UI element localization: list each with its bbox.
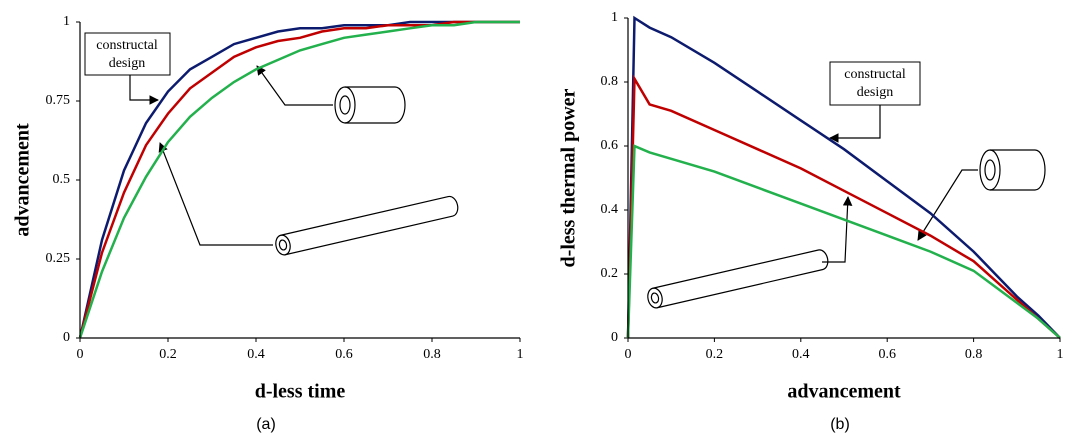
caption: (b) bbox=[830, 416, 850, 433]
x-tick-label: 0.6 bbox=[335, 347, 353, 362]
x-tick-label: 0 bbox=[625, 347, 632, 362]
y-tick-label: 0.2 bbox=[601, 266, 619, 281]
short-cylinder bbox=[979, 149, 1046, 191]
series-line bbox=[626, 74, 1061, 339]
annotation: constructal bbox=[96, 38, 158, 53]
annotation: design bbox=[857, 85, 894, 100]
y-tick-label: 0.4 bbox=[601, 202, 619, 217]
arrow bbox=[256, 65, 333, 106]
chart: 0 0.2 0.4 0.6 0.8 1 0 0.2 0.4 0.6 0.8 1 advancement d… bbox=[558, 10, 1064, 433]
chart: 0 0.2 0.4 0.6 0.8 1 0 0.25 0.5 0.75 1 d-less time ad… bbox=[12, 14, 524, 433]
y-tick-label: 0 bbox=[611, 330, 618, 345]
x-tick-label: 0 bbox=[77, 347, 84, 362]
x-tick-label: 0.2 bbox=[706, 347, 724, 362]
short-cylinder bbox=[334, 86, 406, 124]
y-tick-label: 1 bbox=[63, 14, 70, 29]
x-axis-label: d-less time bbox=[255, 381, 346, 403]
arrow bbox=[822, 196, 853, 263]
series-line bbox=[78, 20, 520, 339]
annotation-box bbox=[84, 32, 171, 76]
x-tick-label: 1 bbox=[1057, 347, 1064, 362]
arrow bbox=[158, 142, 273, 246]
x-tick-label: 0.4 bbox=[247, 347, 265, 362]
y-tick-label: 1 bbox=[611, 10, 618, 25]
series-line bbox=[78, 20, 520, 339]
series-line bbox=[626, 144, 1061, 339]
x-tick-label: 0.8 bbox=[423, 347, 441, 362]
y-tick-label: 0.8 bbox=[601, 74, 619, 89]
series-line bbox=[626, 15, 1061, 339]
y-tick-label: 0.5 bbox=[53, 172, 71, 187]
arrow bbox=[829, 105, 881, 143]
caption: (a) bbox=[256, 416, 276, 433]
x-tick-label: 0.2 bbox=[159, 347, 177, 362]
y-axis-label: d-less thermal power bbox=[558, 88, 580, 267]
long-cylinder bbox=[275, 195, 459, 256]
decorations-a bbox=[84, 32, 459, 256]
y-tick-label: 0.25 bbox=[46, 251, 71, 266]
y-tick-label: 0 bbox=[63, 330, 70, 345]
x-tick-label: 0.8 bbox=[965, 347, 983, 362]
y-tick-label: 0.75 bbox=[46, 93, 71, 108]
arrow bbox=[129, 75, 159, 105]
annotation: constructal bbox=[844, 67, 906, 82]
x-tick-label: 1 bbox=[517, 347, 524, 362]
annotation: design bbox=[109, 56, 146, 71]
y-tick-label: 0.6 bbox=[601, 138, 619, 153]
x-tick-label: 0.6 bbox=[878, 347, 896, 362]
y-axis-label: advancement bbox=[12, 123, 34, 237]
x-tick-label: 0.4 bbox=[792, 347, 810, 362]
long-cylinder bbox=[647, 249, 829, 309]
annotation-box bbox=[829, 61, 921, 106]
x-axis-label: advancement bbox=[787, 381, 901, 403]
